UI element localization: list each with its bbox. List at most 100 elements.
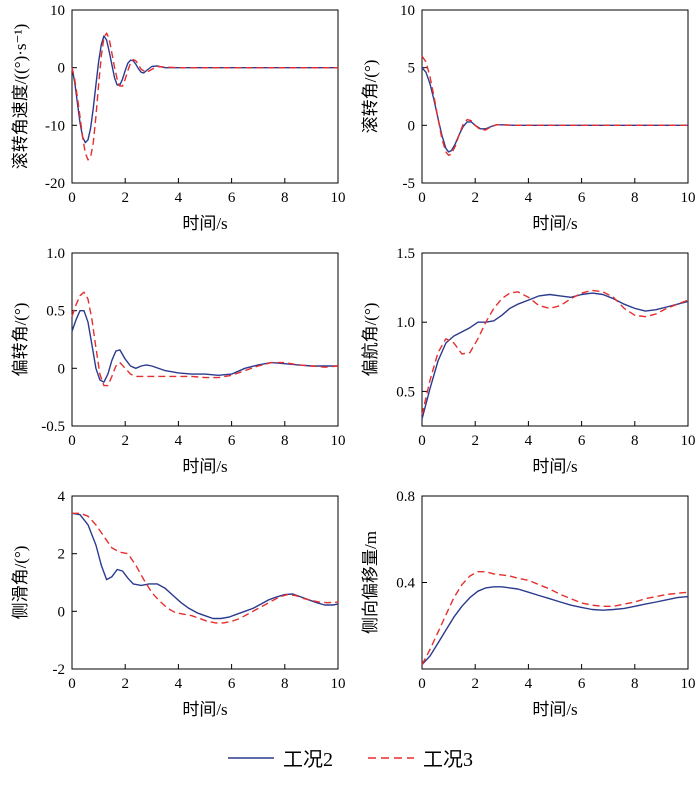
x-tick-label: 2 [471, 676, 479, 692]
series-line-0 [421, 586, 689, 666]
plot-box [71, 495, 339, 670]
x-tick-label: 0 [68, 676, 76, 692]
y-tick-label: -10 [45, 118, 65, 134]
x-tick-label: 6 [578, 433, 586, 449]
x-tick-label: 6 [228, 676, 236, 692]
x-tick-label: 4 [525, 433, 533, 449]
x-tick-label: 8 [281, 190, 289, 206]
x-tick-label: 0 [418, 676, 426, 692]
y-tick-label: 0 [58, 361, 66, 377]
chart-yaw-angle: 0 2 4 6 8 10 0.5 1.0 1.5 时间/s 偏航角/(°) [350, 243, 700, 486]
y-axis-label: 偏转角/(°) [11, 303, 30, 377]
y-tick-label: 1.5 [396, 246, 415, 262]
y-tick-label: 1.0 [46, 246, 65, 262]
y-tick-label: 0 [58, 604, 66, 620]
y-tick-label: 0.4 [396, 576, 415, 592]
x-tick-label: 10 [681, 433, 696, 449]
chart-roll-angle: 0 2 4 6 8 10 -5 0 5 10 时间/s 滚转角/(°) [350, 0, 700, 243]
series-line-0 [421, 67, 688, 153]
y-tick-label: 0 [408, 118, 416, 134]
chart-svg: 0 2 4 6 8 10 0.5 1.0 1.5 时间/s 偏航角/(°) [361, 246, 696, 476]
x-axis-label: 时间/s [182, 457, 227, 476]
y-tick-label: 5 [408, 61, 416, 77]
chart-lateral-offset: 0 2 4 6 8 10 0.4 0.8 时间/s 侧向偏移量/m [350, 486, 700, 729]
x-tick-label: 8 [281, 676, 289, 692]
chart-svg: 0 2 4 6 8 10 0.4 0.8 时间/s 侧向偏移量/m [361, 489, 696, 719]
x-tick-label: 8 [631, 676, 639, 692]
x-tick-label: 4 [525, 676, 533, 692]
series-line-0 [71, 309, 338, 383]
plot-box [421, 495, 689, 670]
legend: 工况2 工况3 [0, 729, 700, 786]
x-tick-label: 8 [281, 433, 289, 449]
legend-line-solid [228, 756, 274, 759]
x-tick-label: 6 [228, 433, 236, 449]
x-tick-label: 4 [525, 190, 533, 206]
x-axis-label: 时间/s [532, 700, 577, 719]
x-tick-label: 2 [121, 676, 129, 692]
y-tick-label: 10 [400, 3, 415, 19]
x-tick-label: 10 [331, 433, 346, 449]
x-tick-label: 10 [331, 190, 346, 206]
series-line-1 [421, 570, 689, 666]
series-line-1 [71, 32, 338, 161]
y-axis-label: 侧向偏移量/m [361, 531, 380, 634]
chart-roll-rate: 0 2 4 6 8 10 -20 -10 0 10 时间/s 滚转角速度/((°)·s⁻¹) [0, 0, 350, 243]
y-axis-label: 滚转角速度/((°)·s⁻¹) [11, 24, 30, 170]
y-tick-label: 4 [58, 489, 66, 505]
x-axis-label: 时间/s [182, 214, 227, 233]
legend-line-dashed [368, 756, 414, 759]
x-tick-label: 0 [418, 190, 426, 206]
chart-deflection-angle: 0 2 4 6 8 10 -0.5 0 0.5 1.0 时间/s 偏转角/(°) [0, 243, 350, 486]
x-tick-label: 0 [68, 190, 76, 206]
series-line-1 [421, 289, 689, 416]
x-tick-label: 8 [631, 433, 639, 449]
y-tick-label: 10 [50, 3, 65, 19]
x-tick-label: 4 [175, 676, 183, 692]
plot-box [421, 9, 689, 184]
chart-svg: 0 2 4 6 8 10 -20 -10 0 10 时间/s 滚转角速度/((°)·s⁻¹) [11, 3, 346, 233]
y-tick-label: 0 [58, 61, 66, 77]
x-tick-label: 10 [681, 676, 696, 692]
x-tick-label: 2 [121, 433, 129, 449]
y-tick-label: 1.0 [396, 315, 415, 331]
series-line-1 [72, 512, 339, 624]
y-axis-label: 侧滑角/(°) [11, 546, 30, 620]
legend-entry-case2: 工况2 [227, 743, 333, 772]
x-tick-label: 4 [175, 433, 183, 449]
y-tick-label: -2 [53, 662, 66, 678]
x-tick-label: 2 [471, 433, 479, 449]
y-axis-label: 偏航角/(°) [361, 303, 380, 377]
x-tick-label: 0 [418, 433, 426, 449]
x-tick-label: 2 [471, 190, 479, 206]
series-line-0 [421, 292, 689, 420]
x-axis-label: 时间/s [532, 457, 577, 476]
legend-entry-case3: 工况3 [367, 743, 473, 772]
y-tick-label: -0.5 [41, 419, 65, 435]
y-tick-label: -20 [45, 176, 65, 192]
plot-box [421, 252, 689, 427]
x-tick-label: 10 [681, 190, 696, 206]
x-tick-label: 8 [631, 190, 639, 206]
x-tick-label: 6 [578, 190, 586, 206]
x-tick-label: 4 [175, 190, 183, 206]
legend-label-case3: 工况3 [423, 749, 473, 771]
x-tick-label: 10 [331, 676, 346, 692]
x-tick-label: 6 [228, 190, 236, 206]
series-line-1 [421, 55, 688, 157]
plot-box [71, 9, 339, 184]
y-tick-label: 0.8 [396, 489, 415, 505]
y-tick-label: 0.5 [46, 304, 65, 320]
y-tick-label: -5 [403, 176, 416, 192]
y-axis-label: 滚转角/(°) [361, 60, 380, 134]
series-line-0 [71, 512, 339, 620]
x-axis-label: 时间/s [182, 700, 227, 719]
x-axis-label: 时间/s [532, 214, 577, 233]
x-tick-label: 0 [68, 433, 76, 449]
chart-sideslip-angle: 0 2 4 6 8 10 -2 0 2 4 时间/s 侧滑角/(°) [0, 486, 350, 729]
y-tick-label: 2 [58, 547, 66, 563]
